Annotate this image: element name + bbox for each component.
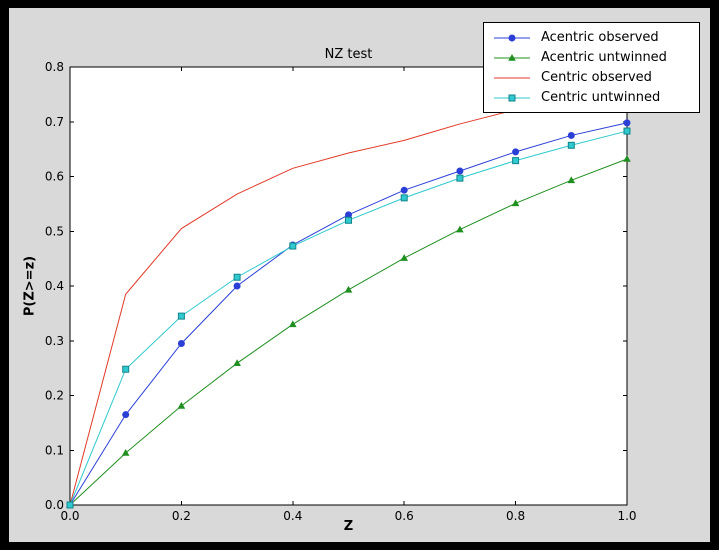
y-tick-label: 0.4 <box>45 279 64 293</box>
legend-label: Acentric untwinned <box>541 50 667 65</box>
y-tick-label: 0.7 <box>45 115 64 129</box>
triangle-marker <box>344 285 353 293</box>
circle-marker <box>567 131 575 139</box>
circle-marker <box>233 282 241 290</box>
circle-marker <box>400 186 408 194</box>
y-tick-label: 0.0 <box>45 498 64 512</box>
x-tick-label: 0.8 <box>506 509 525 523</box>
y-tick-label: 0.8 <box>45 60 64 74</box>
square-marker <box>623 127 631 135</box>
triangle-marker <box>511 199 520 207</box>
legend-item: Acentric untwinned <box>492 49 691 66</box>
square-marker <box>400 194 408 202</box>
legend-label: Acentric observed <box>541 30 659 45</box>
circle-marker <box>456 167 464 175</box>
legend-item: Acentric observed <box>492 29 691 46</box>
x-tick-label: 0.2 <box>172 509 191 523</box>
triangle-marker <box>400 254 408 261</box>
chart-title: NZ test <box>324 47 373 62</box>
x-tick-label: 0.0 <box>60 509 79 523</box>
legend-item: Centric untwinned <box>492 89 691 106</box>
square-marker <box>456 174 464 182</box>
circle-marker <box>177 339 185 347</box>
circle-marker <box>512 148 520 156</box>
triangle-marker <box>177 401 186 409</box>
circle-marker <box>508 34 516 41</box>
square-marker <box>177 312 185 320</box>
legend-line-sample <box>494 34 530 41</box>
legend-label: Centric untwinned <box>541 90 661 105</box>
square-marker <box>567 141 575 149</box>
legend-line-sample <box>494 53 530 61</box>
circle-marker <box>623 119 631 127</box>
square-marker <box>345 216 352 224</box>
circle-marker <box>122 411 130 419</box>
x-axis-label: Z <box>343 519 354 534</box>
y-tick-label: 0.2 <box>45 389 64 403</box>
square-marker <box>508 94 516 101</box>
y-tick-label: 0.6 <box>45 170 64 184</box>
legend-line-sample <box>494 94 530 101</box>
x-tick-label: 1.0 <box>617 509 636 523</box>
y-tick-label: 0.3 <box>45 334 64 348</box>
x-tick-label: 0.4 <box>283 509 302 523</box>
square-marker <box>289 242 297 250</box>
triangle-marker <box>623 154 631 162</box>
legend: Acentric observed Acentric untwinned Centr… <box>483 22 700 113</box>
triangle-marker <box>121 448 130 456</box>
legend-line-sample <box>494 77 530 78</box>
x-tick-label: 0.6 <box>395 509 414 523</box>
triangle-marker <box>233 359 241 366</box>
square-marker <box>122 365 130 373</box>
y-tick-label: 0.5 <box>45 224 64 238</box>
square-marker <box>512 157 520 165</box>
y-axis-label: P(Z>=z) <box>22 255 38 317</box>
y-tick-label: 0.1 <box>45 443 64 457</box>
square-marker <box>233 273 241 281</box>
legend-item: Centric observed <box>492 69 691 86</box>
triangle-marker <box>289 320 297 328</box>
triangle-marker <box>456 225 464 233</box>
legend-label: Centric observed <box>541 70 652 85</box>
triangle-marker <box>508 53 516 61</box>
square-marker <box>66 501 74 509</box>
triangle-marker <box>567 176 576 184</box>
